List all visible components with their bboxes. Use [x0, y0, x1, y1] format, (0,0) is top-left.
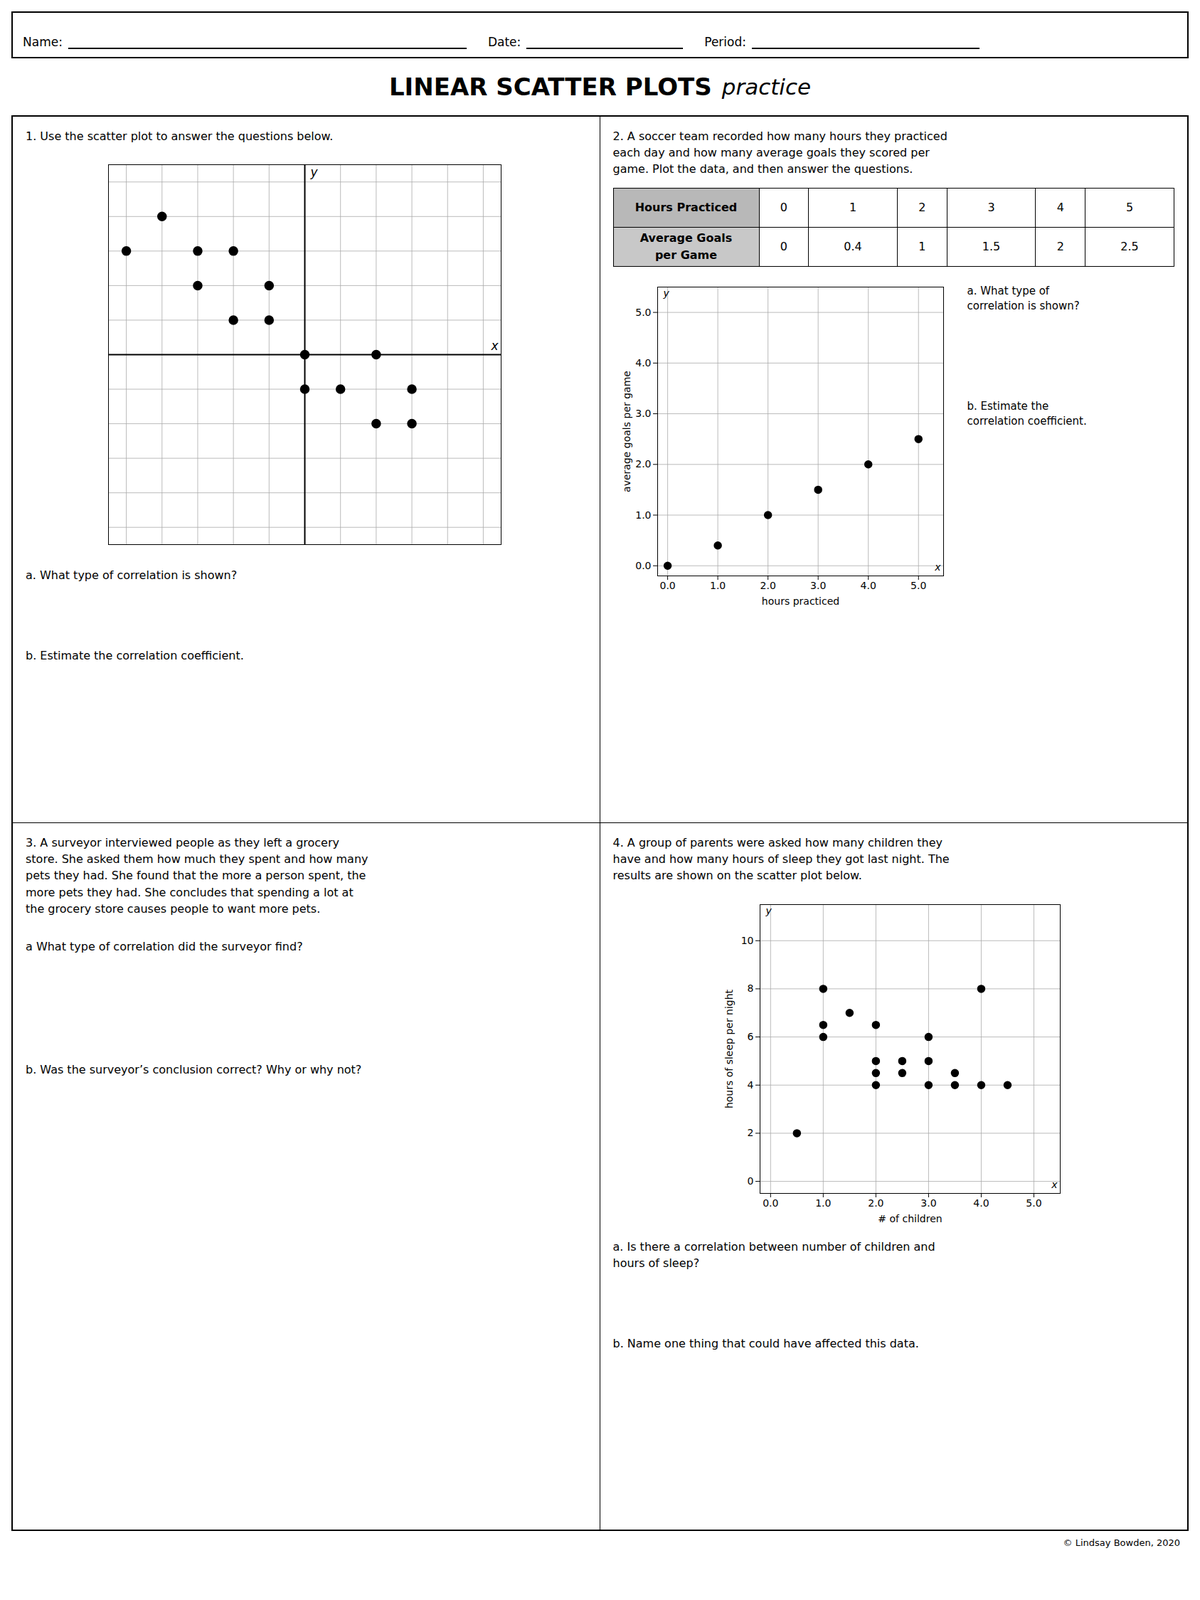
svg-text:3.0: 3.0 — [921, 1197, 937, 1209]
html-text:3: 3 — [987, 200, 995, 215]
html-text:3. A surveyor interviewed peop: 3. A surveyor interviewed people as they… — [25, 835, 369, 916]
svg-text:0.0: 0.0 — [762, 1197, 779, 1209]
html-text:a What type of correlation did: a What type of correlation did the surve… — [25, 939, 303, 954]
html-text:a. What type of correlation is: a. What type of correlation is shown? — [967, 284, 1080, 312]
html-text:b. Was the surveyor’s conclusi: b. Was the surveyor’s conclusion correct… — [25, 1062, 362, 1077]
html-text:4: 4 — [1056, 200, 1064, 215]
svg-text:y: y — [765, 904, 773, 917]
html-text:1: 1 — [918, 239, 926, 254]
svg-text:1.0: 1.0 — [815, 1197, 831, 1209]
svg-text:2.0: 2.0 — [759, 579, 776, 592]
svg-text:3.0: 3.0 — [810, 579, 826, 592]
html-text:b. Estimate the correlation co: b. Estimate the correlation coefficient. — [25, 649, 244, 663]
svg-text:x: x — [490, 338, 500, 353]
svg-text:5.0: 5.0 — [910, 579, 927, 592]
svg-text:5.0: 5.0 — [1026, 1197, 1043, 1209]
svg-text:hours practiced: hours practiced — [761, 594, 839, 607]
svg-text:1.0: 1.0 — [709, 579, 725, 592]
svg-text:# of children: # of children — [878, 1212, 943, 1224]
svg-text:y: y — [662, 287, 670, 299]
html-text:2: 2 — [1056, 239, 1064, 254]
svg-text:0.0: 0.0 — [659, 579, 676, 592]
html-text:2: 2 — [918, 200, 926, 215]
html-text:4. A group of parents were ask: 4. A group of parents were asked how man… — [612, 835, 950, 883]
html-text:a. What type of correlation is: a. What type of correlation is shown? — [25, 568, 238, 583]
html-text:0: 0 — [780, 200, 788, 215]
svg-text:average goals per game: average goals per game — [620, 370, 633, 493]
svg-text:y: y — [310, 165, 319, 180]
svg-text:2.0: 2.0 — [635, 458, 651, 470]
svg-text:3.0: 3.0 — [635, 407, 651, 419]
svg-text:0: 0 — [747, 1175, 755, 1187]
html-text:b. Name one thing that could h: b. Name one thing that could have affect… — [612, 1336, 919, 1351]
html-text:1. Use the scatter plot to ans: 1. Use the scatter plot to answer the qu… — [25, 129, 334, 143]
svg-text:10: 10 — [741, 933, 755, 946]
html-text:b. Estimate the correlation co: b. Estimate the correlation coefficient. — [967, 399, 1087, 428]
html-text:0: 0 — [780, 239, 788, 254]
html-text:1: 1 — [849, 200, 857, 215]
html-text:a. Is there a correlation betw: a. Is there a correlation between number… — [612, 1239, 936, 1270]
svg-text:4.0: 4.0 — [973, 1197, 990, 1209]
svg-text:8: 8 — [747, 982, 755, 994]
svg-text:4.0: 4.0 — [859, 579, 876, 592]
svg-text:0.0: 0.0 — [635, 559, 651, 571]
html-text:© Lindsay Bowden, 2020: © Lindsay Bowden, 2020 — [1063, 1536, 1181, 1548]
html-text:Hours Practiced: Hours Practiced — [634, 200, 738, 215]
svg-text:2: 2 — [747, 1126, 755, 1139]
svg-text:hours of sleep per night: hours of sleep per night — [724, 988, 736, 1109]
svg-text:x: x — [1050, 1178, 1058, 1191]
svg-text:4: 4 — [747, 1078, 755, 1090]
html-text:2.5: 2.5 — [1120, 239, 1139, 254]
html-text:Date:: Date: — [487, 34, 521, 50]
html-text:2. A soccer team recorded how: 2. A soccer team recorded how many hours… — [612, 129, 948, 176]
svg-text:6: 6 — [747, 1030, 755, 1043]
html-text:1.5: 1.5 — [982, 239, 1001, 254]
html-text:Name:: Name: — [22, 34, 63, 50]
svg-text:4.0: 4.0 — [635, 356, 651, 368]
html-text:0.4: 0.4 — [843, 239, 862, 254]
svg-text:x: x — [933, 561, 942, 573]
html-text:Period:: Period: — [704, 34, 747, 50]
svg-text:2.0: 2.0 — [867, 1197, 884, 1209]
svg-text:5.0: 5.0 — [635, 305, 651, 318]
html-text:5: 5 — [1125, 200, 1134, 215]
svg-text:1.0: 1.0 — [635, 508, 651, 520]
html-text:Average Goals per Game: Average Goals per Game — [639, 231, 733, 262]
html-text:LINEAR SCATTER PLOTS practice: LINEAR SCATTER PLOTS practice — [389, 72, 811, 102]
